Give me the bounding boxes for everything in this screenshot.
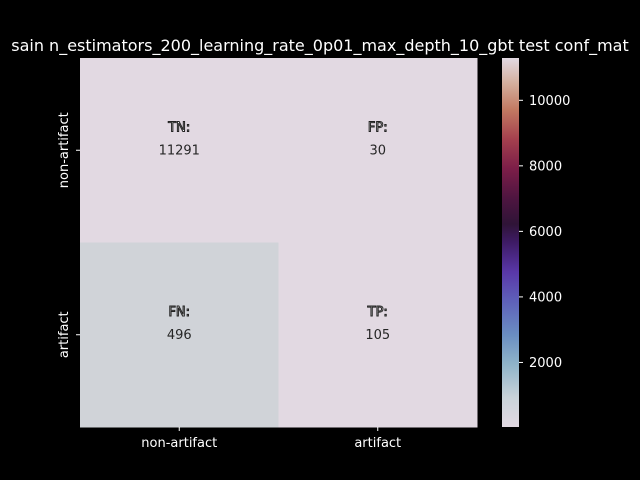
y-tick-label: artifact bbox=[57, 311, 72, 358]
y-tick-label: non-artifact bbox=[57, 112, 72, 188]
heatmap-cell bbox=[278, 58, 478, 243]
heatmap-cells: TN: 11291 FP: 30 FN: 496 TP: 105 bbox=[80, 58, 478, 428]
cell-value: 11291 bbox=[159, 143, 200, 158]
heatmap-cell bbox=[80, 242, 279, 428]
colorbar-tick-label: 6000 bbox=[529, 225, 562, 240]
colorbar-tick-label: 8000 bbox=[529, 159, 562, 174]
cell-label: TP: bbox=[367, 305, 388, 320]
colorbar-tick-label: 10000 bbox=[529, 94, 570, 109]
colorbar-axis: 2000 4000 6000 8000 10000 bbox=[519, 94, 570, 371]
cell-value: 30 bbox=[369, 143, 386, 158]
y-axis: non-artifact artifact bbox=[57, 112, 80, 358]
colorbar-tick-label: 2000 bbox=[529, 356, 562, 371]
x-tick-label: artifact bbox=[354, 436, 401, 451]
chart-title: sain n_estimators_200_learning_rate_0p01… bbox=[11, 36, 629, 56]
cell-value: 105 bbox=[365, 328, 390, 343]
heatmap-cell bbox=[278, 242, 478, 428]
colorbar bbox=[502, 58, 519, 427]
cell-value: 496 bbox=[167, 328, 192, 343]
heatmap-cell bbox=[80, 58, 279, 243]
cell-label: FN: bbox=[168, 305, 190, 320]
colorbar-tick-label: 4000 bbox=[529, 290, 562, 305]
cell-label: TN: bbox=[167, 120, 190, 135]
x-tick-label: non-artifact bbox=[141, 436, 217, 451]
x-axis: non-artifact artifact bbox=[141, 427, 401, 451]
cell-label: FP: bbox=[368, 120, 388, 135]
